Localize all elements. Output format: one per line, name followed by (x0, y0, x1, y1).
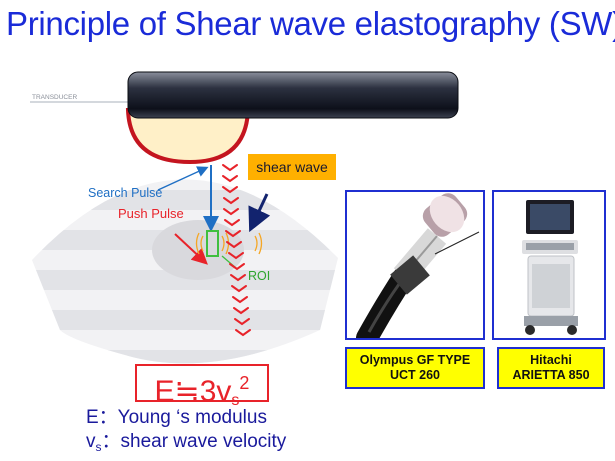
formula-superscript: 2 (239, 373, 250, 393)
legend-shear-velocity: vs：shear wave velocity (86, 431, 286, 458)
search-pulse-label: Search Pulse (88, 186, 162, 200)
endoscope-caption-line1: Olympus GF TYPE (359, 353, 471, 367)
push-pulse-label: Push Pulse (118, 206, 184, 221)
formula-box: E≒3vs2 (135, 364, 269, 409)
legend-youngs-modulus: E：Young ‘s modulus (86, 407, 267, 428)
shear-wave-label-box (248, 154, 336, 180)
transducer-label: TRANSDUCER (32, 94, 77, 101)
push-pulse-arrow (174, 233, 208, 265)
ultrasound-machine-photo-frame (492, 190, 606, 340)
legend-var-sub: s (95, 440, 102, 454)
ultrasound-machine-caption-line2: ARIETTA 850 (512, 368, 590, 382)
shear-wave-arrow (248, 193, 271, 233)
slide-title: Principle of Shear wave elastography (SW… (6, 5, 615, 42)
endoscope-photo-frame (345, 190, 485, 340)
formula-main: E≒3v (154, 375, 232, 408)
legend-rest: ：shear wave velocity (101, 431, 287, 452)
formula-subscript: s (231, 392, 240, 409)
endoscope-caption-line2: UCT 260 (389, 368, 441, 382)
endoscope-image (347, 192, 483, 338)
ultrasound-machine-image (494, 192, 604, 338)
transducer-probe (127, 71, 459, 119)
roi-box (206, 230, 219, 257)
transducer-face (125, 108, 251, 165)
endoscope-caption: Olympus GF TYPE UCT 260 (345, 347, 485, 389)
search-pulse-arrow (157, 166, 209, 191)
legend-var: v (86, 431, 96, 452)
ultrasound-machine-caption: Hitachi ARIETTA 850 (497, 347, 605, 389)
roi-label: ROI (248, 269, 270, 283)
shear-wave-label: shear wave (256, 159, 328, 175)
ultrasound-machine-caption-line1: Hitachi (530, 353, 572, 367)
shear-wave-chevrons (222, 164, 251, 337)
